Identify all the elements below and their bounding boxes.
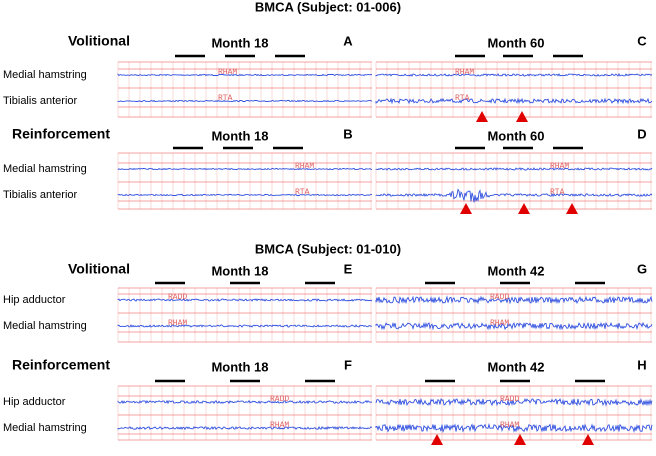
panel-letter: H (637, 357, 646, 372)
month-label: Month 18 (211, 263, 268, 278)
condition-label: Reinforcement (12, 357, 110, 373)
emg-trace (117, 298, 373, 302)
trace-label: RHAM (455, 68, 474, 77)
muscle-label: Hip adductor (3, 396, 66, 408)
trace-label: RADD (500, 395, 519, 404)
condition-label: Volitional (68, 33, 130, 49)
trace-label: RTA (455, 94, 470, 103)
trace-label: RHAM (218, 68, 237, 77)
emg-trace (375, 73, 653, 77)
emg-trace (117, 324, 373, 328)
panel-letter: E (344, 261, 353, 276)
emg-trace (375, 422, 653, 434)
marker-triangle (518, 203, 530, 214)
muscle-label: Medial hamstring (3, 163, 87, 175)
trace-label: RHAM (500, 421, 519, 430)
section-title: BMCA (Subject: 01-010) (255, 241, 401, 256)
trace-label: RADD (490, 293, 509, 302)
emg-trace (375, 167, 653, 171)
panel-letter: C (637, 33, 647, 48)
marker-triangle (582, 434, 594, 445)
panel-letter: D (637, 126, 646, 141)
month-label: Month 18 (211, 359, 268, 374)
month-label: Month 60 (487, 128, 544, 143)
condition-label: Volitional (68, 261, 130, 277)
marker-triangle (566, 203, 578, 214)
trace-label: RHAM (550, 162, 569, 171)
month-label: Month 42 (487, 263, 544, 278)
trace-label: RHAM (270, 421, 289, 430)
trace-label: RADD (270, 395, 289, 404)
panel-letter: B (343, 126, 352, 141)
trace-label: RHAM (295, 162, 314, 171)
month-label: Month 18 (211, 35, 268, 50)
marker-triangle (514, 434, 526, 445)
emg-trace (117, 425, 373, 431)
emg-trace (375, 321, 653, 331)
trace-label: RTA (295, 188, 310, 197)
condition-label: Reinforcement (12, 126, 110, 142)
month-label: Month 18 (211, 128, 268, 143)
emg-trace (117, 73, 373, 77)
muscle-label: Medial hamstring (3, 422, 87, 434)
month-label: Month 42 (487, 359, 544, 374)
panel-letter: F (344, 357, 352, 372)
trace-label: RHAM (168, 319, 187, 328)
trace-label: RHAM (490, 319, 509, 328)
trace-label: RADD (168, 293, 187, 302)
muscle-label: Medial hamstring (3, 320, 87, 332)
marker-triangle (516, 111, 528, 122)
muscle-label: Tibialis anterior (3, 95, 78, 107)
emg-trace (117, 99, 373, 103)
marker-triangle (476, 111, 488, 122)
emg-trace (375, 397, 653, 407)
emg-trace (375, 188, 653, 203)
muscle-label: Hip adductor (3, 294, 66, 306)
muscle-label: Tibialis anterior (3, 189, 78, 201)
emg-trace (117, 193, 373, 197)
trace-label: RTA (550, 188, 565, 197)
emg-trace (375, 295, 653, 305)
emg-trace (117, 399, 373, 405)
marker-triangle (431, 434, 443, 445)
trace-label: RTA (218, 94, 233, 103)
emg-trace (117, 167, 373, 171)
month-label: Month 60 (487, 35, 544, 50)
muscle-label: Medial hamstring (3, 69, 87, 81)
marker-triangle (460, 203, 472, 214)
panel-letter: G (637, 261, 647, 276)
emg-trace (375, 97, 653, 105)
section-title: BMCA (Subject: 01-006) (255, 0, 401, 14)
panel-letter: A (343, 33, 353, 48)
